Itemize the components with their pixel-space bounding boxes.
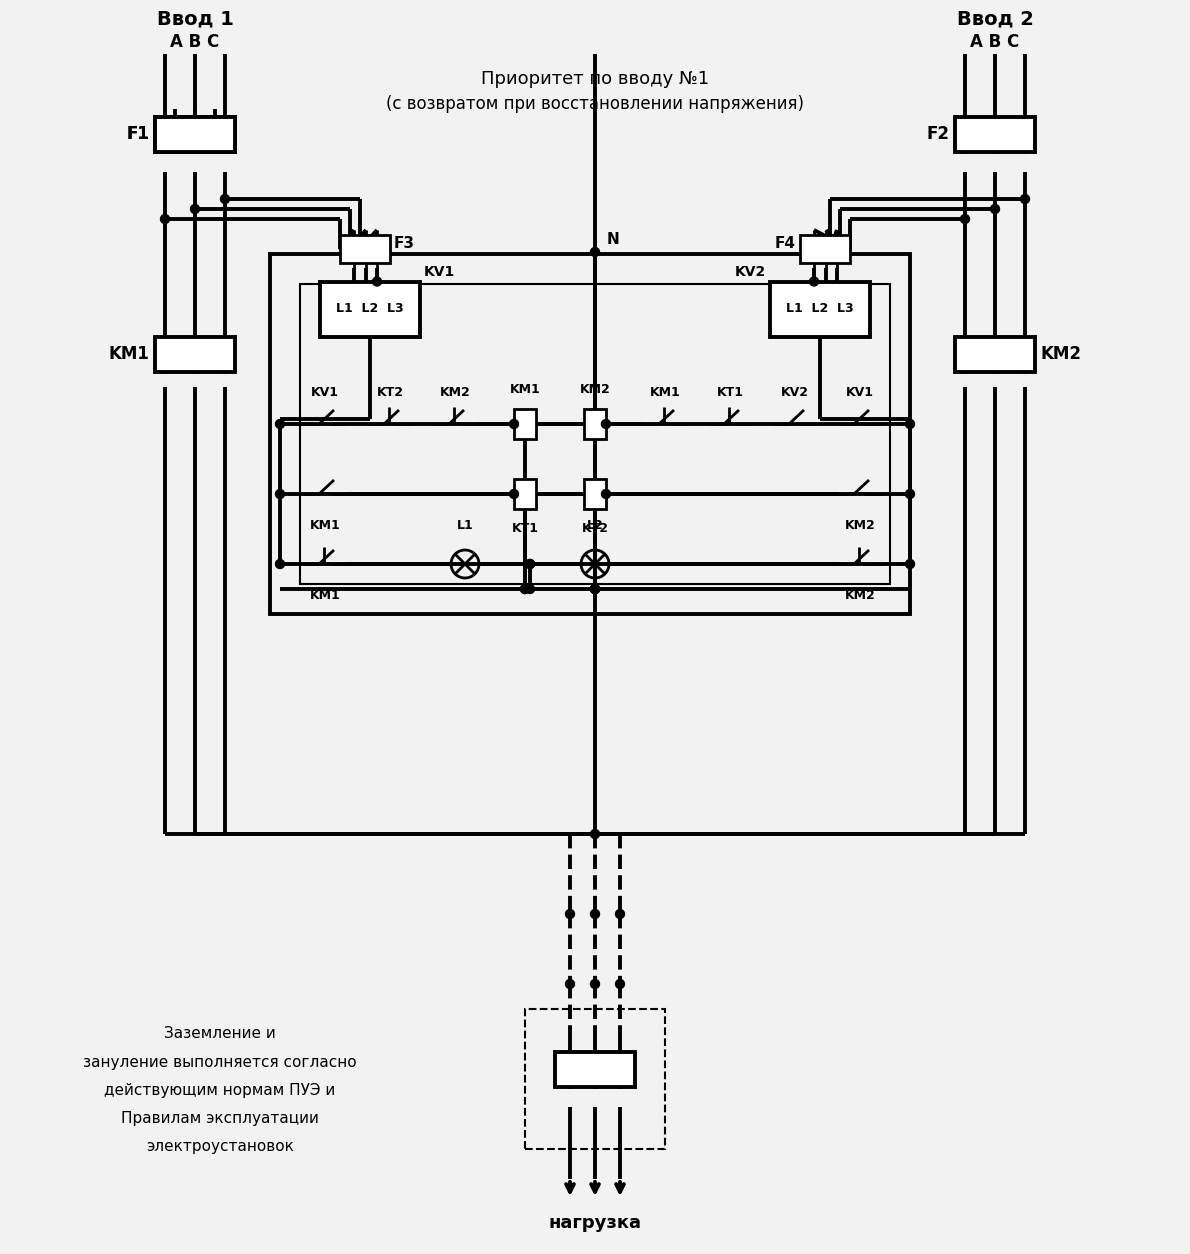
Text: KV2: KV2 xyxy=(734,265,766,278)
Text: L1  L2  L3: L1 L2 L3 xyxy=(337,302,403,316)
Circle shape xyxy=(276,420,284,429)
Bar xyxy=(514,479,536,509)
Text: KM1: KM1 xyxy=(309,519,340,532)
Circle shape xyxy=(526,584,534,593)
Circle shape xyxy=(520,584,530,593)
Text: KV2: KV2 xyxy=(781,386,809,399)
Text: KT2: KT2 xyxy=(376,386,403,399)
Bar xyxy=(155,117,234,152)
Text: KV1: KV1 xyxy=(311,386,339,399)
Text: нагрузка: нагрузка xyxy=(549,1214,641,1231)
Text: А В С: А В С xyxy=(170,33,220,51)
Text: KM2: KM2 xyxy=(1041,345,1082,362)
Circle shape xyxy=(960,214,970,223)
Text: KT2: KT2 xyxy=(582,522,608,535)
Bar xyxy=(584,409,606,439)
Bar xyxy=(584,479,606,509)
Text: А В С: А В С xyxy=(970,33,1020,51)
Circle shape xyxy=(809,277,819,286)
Circle shape xyxy=(590,829,600,839)
Circle shape xyxy=(190,204,200,213)
Circle shape xyxy=(601,420,610,429)
Text: KT1: KT1 xyxy=(716,386,744,399)
Text: Ввод 1: Ввод 1 xyxy=(157,10,233,29)
Text: F3: F3 xyxy=(394,237,415,252)
Bar xyxy=(525,1009,665,1149)
Text: Ввод 2: Ввод 2 xyxy=(957,10,1033,29)
Circle shape xyxy=(906,559,914,568)
Circle shape xyxy=(615,909,625,918)
Text: L1  L2  L3: L1 L2 L3 xyxy=(787,302,853,316)
Text: KM1: KM1 xyxy=(509,382,540,396)
Bar xyxy=(155,336,234,371)
Text: зануление выполняется согласно: зануление выполняется согласно xyxy=(83,1055,357,1070)
Circle shape xyxy=(590,584,600,593)
Bar xyxy=(155,117,234,152)
Text: электроустановок: электроустановок xyxy=(146,1139,294,1154)
Text: действующим нормам ПУЭ и: действующим нормам ПУЭ и xyxy=(105,1082,336,1097)
Circle shape xyxy=(509,489,519,499)
Text: Заземление и: Заземление и xyxy=(164,1027,276,1042)
Circle shape xyxy=(906,489,914,499)
Circle shape xyxy=(601,489,610,499)
Text: KM1: KM1 xyxy=(650,386,681,399)
Circle shape xyxy=(526,559,534,568)
Circle shape xyxy=(520,584,530,593)
Circle shape xyxy=(590,909,600,918)
Circle shape xyxy=(906,420,914,429)
Circle shape xyxy=(509,420,519,429)
Text: L2: L2 xyxy=(587,519,603,532)
Circle shape xyxy=(565,979,575,988)
Bar xyxy=(555,1052,635,1086)
Bar xyxy=(270,255,910,614)
Text: KV1: KV1 xyxy=(424,265,456,278)
Text: KM1: KM1 xyxy=(108,345,149,362)
Circle shape xyxy=(1021,194,1029,203)
Bar xyxy=(320,281,420,336)
Bar xyxy=(770,281,870,336)
Circle shape xyxy=(276,559,284,568)
Text: F2: F2 xyxy=(926,125,948,143)
Text: Правилам эксплуатации: Правилам эксплуатации xyxy=(121,1111,319,1126)
Bar xyxy=(514,409,536,439)
Text: F1: F1 xyxy=(126,125,149,143)
Bar xyxy=(340,234,390,263)
Text: L1: L1 xyxy=(457,519,474,532)
Text: KV1: KV1 xyxy=(846,386,873,399)
Circle shape xyxy=(526,559,534,568)
Circle shape xyxy=(565,909,575,918)
Circle shape xyxy=(276,489,284,499)
Bar xyxy=(956,336,1035,371)
Text: F4: F4 xyxy=(775,237,796,252)
Circle shape xyxy=(161,214,169,223)
Circle shape xyxy=(615,979,625,988)
Bar xyxy=(300,283,890,584)
Circle shape xyxy=(372,277,382,286)
Text: Приоритет по вводу №1: Приоритет по вводу №1 xyxy=(481,70,709,88)
Text: KM2: KM2 xyxy=(439,386,470,399)
Text: F1: F1 xyxy=(126,125,149,143)
Circle shape xyxy=(590,584,600,593)
Text: N: N xyxy=(607,232,620,247)
Text: KM2: KM2 xyxy=(845,519,876,532)
Circle shape xyxy=(220,194,230,203)
Text: KM2: KM2 xyxy=(845,589,876,602)
Circle shape xyxy=(590,584,600,593)
Bar xyxy=(956,117,1035,152)
Text: KM2: KM2 xyxy=(580,382,610,396)
Text: (с возвратом при восстановлении напряжения): (с возвратом при восстановлении напряжен… xyxy=(386,95,804,113)
Text: KM1: KM1 xyxy=(309,589,340,602)
Circle shape xyxy=(990,204,1000,213)
Bar xyxy=(800,234,850,263)
Circle shape xyxy=(590,979,600,988)
Text: KT1: KT1 xyxy=(512,522,539,535)
Circle shape xyxy=(590,247,600,257)
